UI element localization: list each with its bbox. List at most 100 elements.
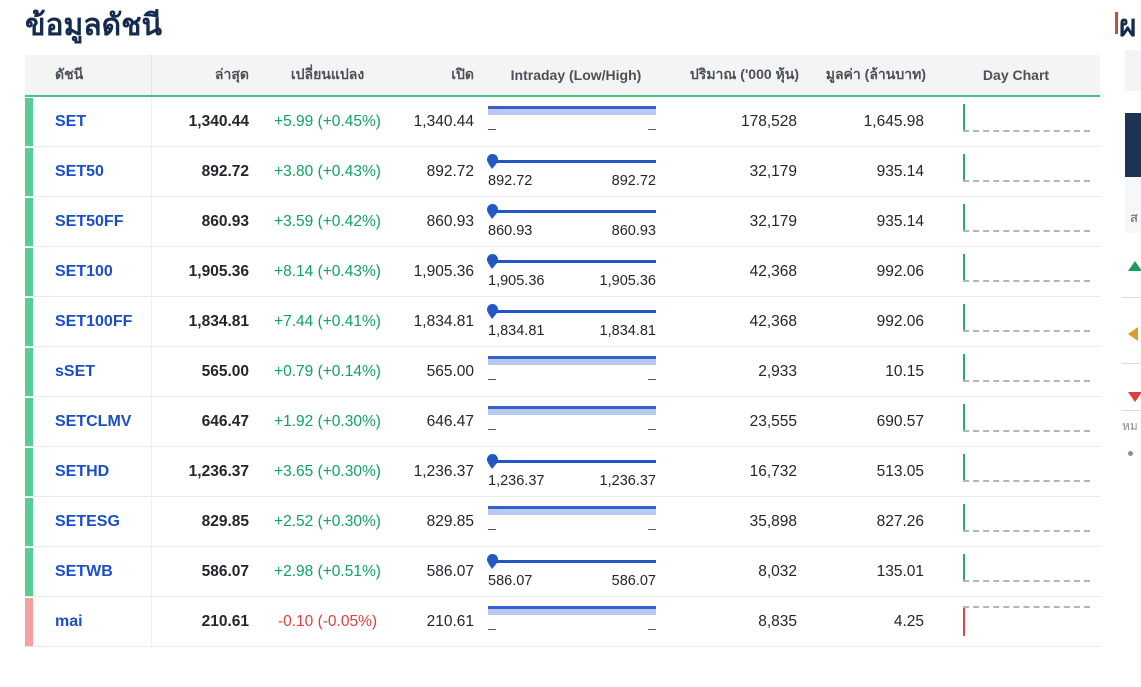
value-value: 935.14 — [876, 162, 924, 180]
change-value: -0.10 (-0.05%) — [277, 612, 378, 630]
open-value: 829.85 — [426, 512, 474, 530]
index-name-link[interactable]: SETHD — [55, 462, 110, 480]
change-value: +5.99 (+0.45%) — [274, 112, 381, 130]
sparkline-open-tick — [963, 254, 965, 282]
sparkline-open-tick — [963, 204, 965, 232]
col-header-last: ล่าสุด — [214, 66, 249, 82]
day-chart-cell — [932, 397, 1100, 446]
table-row: SETCLMV 646.47 +1.92 (+0.30%) 646.47 – –… — [25, 397, 1100, 447]
intraday-cell: 1,834.81 1,834.81 — [480, 297, 672, 346]
day-chart-cell — [932, 147, 1100, 196]
row-accent-bar — [25, 297, 33, 346]
intraday-high-value: – — [648, 370, 656, 386]
sparkline-open-tick — [963, 504, 965, 532]
index-cell: SET — [33, 97, 152, 146]
sparkline-baseline-dotted — [963, 430, 1090, 432]
index-cell: SET50 — [33, 147, 152, 196]
day-chart-sparkline — [963, 253, 1090, 291]
value-value: 690.57 — [876, 412, 924, 430]
intraday-marker-pin-icon — [487, 204, 498, 219]
intraday-high-value: – — [648, 420, 656, 436]
index-name-link[interactable]: SETWB — [55, 562, 113, 580]
open-value: 565.00 — [426, 362, 474, 380]
intraday-range-track — [488, 106, 656, 118]
right-panel-header-fragment — [1125, 50, 1141, 91]
index-name-link[interactable]: SET100 — [55, 262, 113, 280]
last-value: 1,236.37 — [188, 462, 249, 480]
sparkline-open-tick — [963, 404, 965, 432]
intraday-high-value: – — [648, 520, 656, 536]
day-chart-sparkline — [963, 603, 1090, 641]
change-value: +2.52 (+0.30%) — [274, 512, 381, 530]
sparkline-open-tick — [963, 454, 965, 482]
day-chart-cell — [932, 347, 1100, 396]
change-value: +2.98 (+0.51%) — [274, 562, 381, 580]
sparkline-baseline-dotted — [963, 330, 1090, 332]
row-accent-bar — [25, 447, 33, 496]
intraday-high-value: 1,236.37 — [599, 473, 656, 489]
intraday-range-bar — [488, 506, 656, 515]
day-chart-sparkline — [963, 103, 1090, 141]
table-row: SET50 892.72 +3.80 (+0.43%) 892.72 892.7… — [25, 147, 1100, 197]
index-name-link[interactable]: SET100FF — [55, 312, 133, 330]
row-accent-bar — [25, 497, 33, 546]
right-panel-truncated: ผ ส หม — [1112, 0, 1141, 687]
volume-value: 42,368 — [749, 262, 797, 280]
change-value: +0.79 (+0.14%) — [274, 362, 381, 380]
volume-value: 35,898 — [749, 512, 797, 530]
open-value: 1,834.81 — [413, 312, 474, 330]
change-value: +3.80 (+0.43%) — [274, 162, 381, 180]
sparkline-baseline-dotted — [963, 180, 1090, 182]
index-name-link[interactable]: sSET — [55, 362, 96, 380]
intraday-range-line — [490, 460, 656, 463]
intraday-range-track — [488, 356, 656, 368]
volume-value: 32,179 — [749, 162, 797, 180]
index-name-link[interactable]: SET50FF — [55, 212, 124, 230]
index-name-link[interactable]: SETESG — [55, 512, 120, 530]
intraday-range-line — [490, 260, 656, 263]
last-value: 829.85 — [201, 512, 249, 530]
sparkline-open-tick — [963, 554, 965, 582]
sparkline-baseline-dotted — [963, 480, 1090, 482]
row-accent-bar — [25, 347, 33, 396]
intraday-range-track — [488, 506, 656, 518]
sparkline-baseline-dotted — [963, 380, 1090, 382]
change-value: +7.44 (+0.41%) — [274, 312, 381, 330]
intraday-low-value: 1,236.37 — [488, 473, 545, 489]
col-header-value: มูลค่า (ล้านบาท) — [825, 66, 926, 82]
index-name-link[interactable]: mai — [55, 612, 83, 630]
right-panel-light-block — [1125, 177, 1141, 233]
index-name-link[interactable]: SET — [55, 112, 87, 130]
right-panel-divider — [1122, 297, 1141, 298]
index-name-link[interactable]: SET50 — [55, 162, 104, 180]
value-value: 992.06 — [876, 312, 924, 330]
index-cell: SET50FF — [33, 197, 152, 246]
last-value: 892.72 — [201, 162, 249, 180]
intraday-cell: – – — [480, 397, 672, 446]
volume-value: 32,179 — [749, 212, 797, 230]
last-value: 860.93 — [201, 212, 249, 230]
intraday-cell: – – — [480, 347, 672, 396]
row-accent-bar — [25, 197, 33, 246]
volume-value: 178,528 — [740, 112, 797, 130]
open-value: 860.93 — [426, 212, 474, 230]
intraday-cell: 586.07 586.07 — [480, 547, 672, 596]
index-name-link[interactable]: SETCLMV — [55, 412, 132, 430]
intraday-high-value: – — [648, 120, 656, 136]
table-row: SETHD 1,236.37 +3.65 (+0.30%) 1,236.37 1… — [25, 447, 1100, 497]
sparkline-baseline-dotted — [963, 130, 1090, 132]
open-value: 892.72 — [426, 162, 474, 180]
intraday-low-value: – — [488, 520, 496, 536]
day-chart-cell — [932, 247, 1100, 296]
intraday-range-bar — [488, 356, 656, 365]
value-value: 1,645.98 — [863, 112, 924, 130]
value-value: 135.01 — [876, 562, 924, 580]
last-value: 1,905.36 — [188, 262, 249, 280]
day-chart-cell — [932, 597, 1100, 646]
open-value: 1,905.36 — [413, 262, 474, 280]
index-cell: SETCLMV — [33, 397, 152, 446]
intraday-range-track — [487, 454, 656, 469]
intraday-low-value: 1,834.81 — [488, 323, 545, 339]
day-chart-sparkline — [963, 553, 1090, 591]
page-title: ข้อมูลดัชนี — [25, 9, 163, 42]
